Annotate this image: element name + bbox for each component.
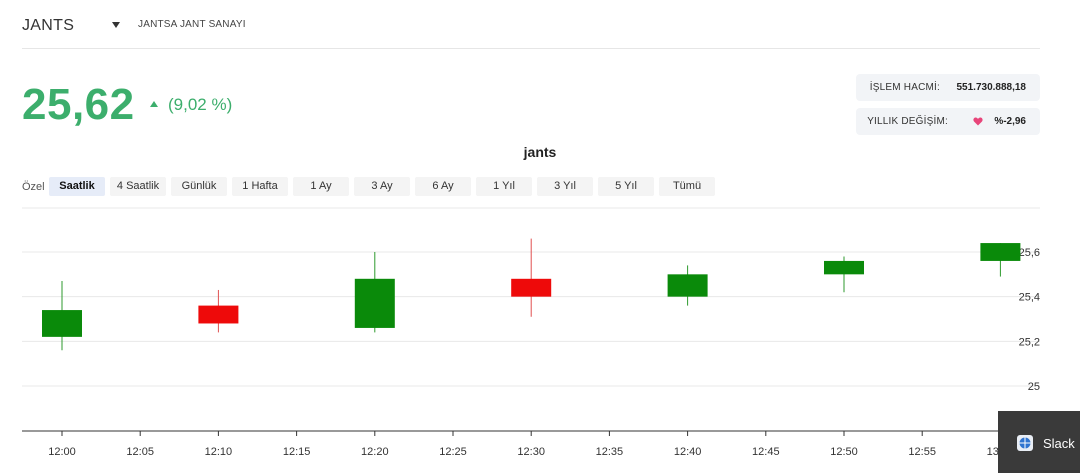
triangle-up-icon [150,101,158,107]
yearly-change-label: YILLIK DEĞİŞİM: [867,116,948,127]
volume-stat: İŞLEM HACMİ: 551.730.888,18 [856,74,1040,101]
x-tick-label: 12:45 [752,446,780,458]
range-1-week[interactable]: 1 Hafta [232,177,288,196]
yearly-change-stat: YILLIK DEĞİŞİM: %-2,96 [856,108,1040,135]
candle-down [198,305,239,324]
price-change: (9,02 %) [168,95,233,114]
yearly-change-value: %-2,96 [994,116,1026,127]
range-all[interactable]: Tümü [659,177,715,196]
x-tick-label: 12:10 [205,446,233,458]
quote-header: JANTS JANTSA JANT SANAYI [22,14,1040,49]
candle-down [511,278,552,297]
range-5-year[interactable]: 5 Yıl [598,177,654,196]
candle-up [667,274,708,297]
range-1-year[interactable]: 1 Yıl [476,177,532,196]
company-name: JANTSA JANT SANAYI [138,19,246,30]
volume-label: İŞLEM HACMİ: [869,82,940,93]
x-tick-label: 12:30 [517,446,545,458]
x-tick-label: 12:55 [908,446,936,458]
volume-value: 551.730.888,18 [956,82,1026,93]
range-3-month[interactable]: 3 Ay [354,177,410,196]
range-1-month[interactable]: 1 Ay [293,177,349,196]
chart-title: jants [523,144,557,160]
x-tick-label: 12:15 [283,446,311,458]
last-price: 25,62 [22,80,135,129]
slack-taskbar-button[interactable]: Slack [998,411,1080,473]
range-4-hour[interactable]: 4 Saatlik [110,177,166,196]
y-tick-label: 25,2 [1019,336,1040,348]
range-3-year[interactable]: 3 Yıl [537,177,593,196]
candlestick-chart[interactable]: 25 25,2 25,4 25,6 12:00 12:05 12:10 12:15 12:20 1… [0,200,1080,473]
x-tick-label: 12:25 [439,446,467,458]
range-daily[interactable]: Günlük [171,177,227,196]
y-tick-label: 25,4 [1019,292,1040,304]
caret-down-icon[interactable] [111,20,121,30]
slack-label: Slack [1043,436,1075,451]
x-tick-label: 12:50 [830,446,858,458]
range-custom-label[interactable]: Özel [22,181,45,193]
range-hourly[interactable]: Saatlik [49,177,105,196]
candle-up [980,243,1021,261]
y-tick-label: 25 [1028,381,1040,393]
candle-up [42,310,82,337]
x-tick-label: 12:35 [596,446,624,458]
range-6-month[interactable]: 6 Ay [415,177,471,196]
candle-up [354,278,395,328]
symbol-title: JANTS [22,17,75,34]
candle-up [824,260,864,275]
x-tick-label: 12:05 [126,446,154,458]
heart-icon [973,117,983,126]
x-tick-label: 12:00 [48,446,76,458]
globe-icon [1017,435,1033,451]
x-tick-label: 12:20 [361,446,389,458]
y-tick-label: 25,6 [1019,247,1040,259]
x-tick-label: 12:40 [674,446,702,458]
